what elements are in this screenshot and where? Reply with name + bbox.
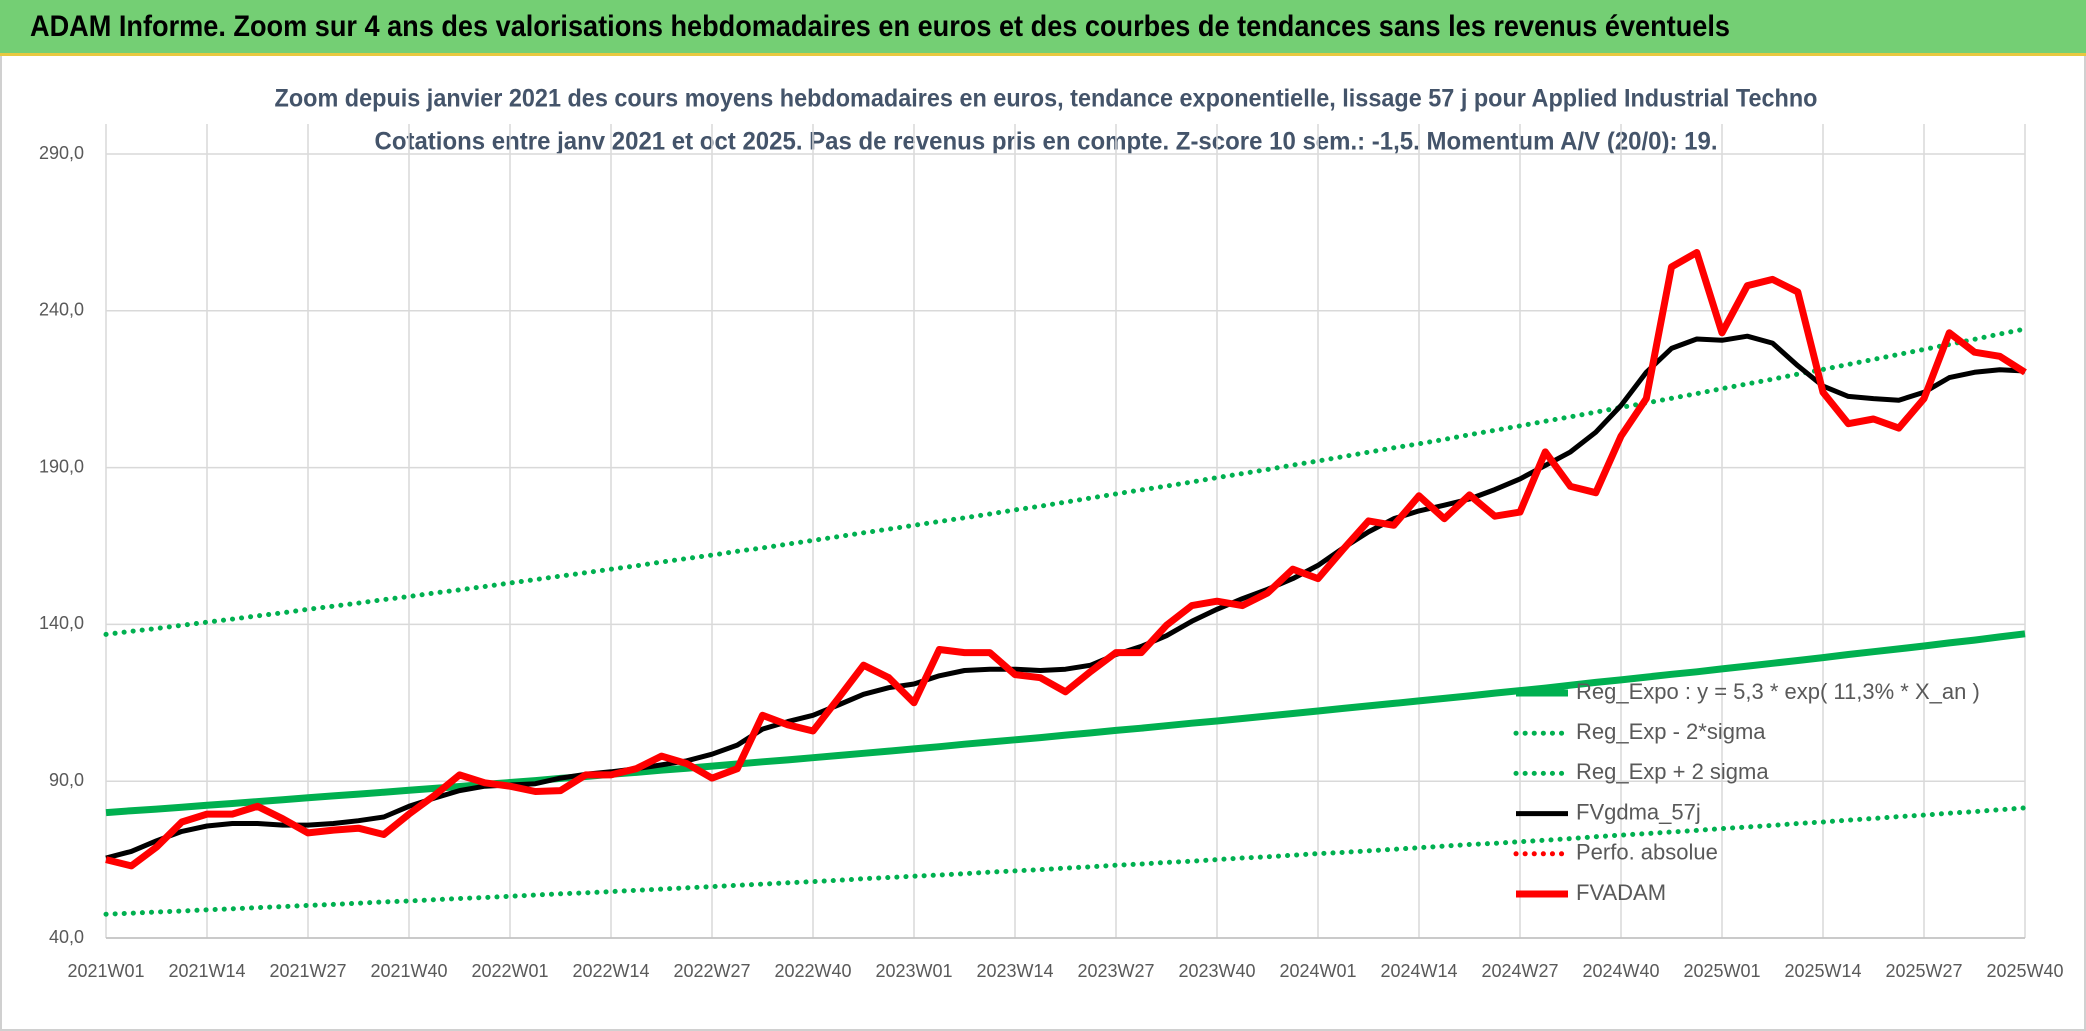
- x-tick-label: 2021W40: [370, 961, 447, 981]
- x-tick-label: 2021W14: [168, 961, 245, 981]
- x-tick-label: 2022W01: [471, 961, 548, 981]
- x-tick-label: 2025W14: [1784, 961, 1861, 981]
- chart-subtitle: Cotations entre janv 2021 et oct 2025. P…: [375, 128, 1718, 156]
- legend-label: Reg_Exp - 2*sigma: [1576, 719, 1766, 744]
- series-line: [103, 326, 2028, 637]
- x-tick-label: 2023W27: [1077, 961, 1154, 981]
- legend: Reg_Expo : y = 5,3 * exp( 11,3% * X_an )…: [1513, 679, 1980, 905]
- legend-label: FVADAM: [1576, 880, 1666, 905]
- legend-label: Reg_Exp + 2 sigma: [1576, 759, 1769, 784]
- legend-label: Perfo. absolue: [1576, 840, 1718, 865]
- x-tick-label: 2021W01: [67, 961, 144, 981]
- header-rule: [0, 53, 2086, 56]
- series-line: [105, 249, 2027, 870]
- plot-area: [103, 249, 2028, 917]
- y-tick-label: 290,0: [39, 143, 84, 163]
- chart-subtitle: Zoom depuis janvier 2021 des cours moyen…: [275, 85, 1818, 113]
- x-tick-label: 2023W14: [976, 961, 1053, 981]
- y-tick-label: 40,0: [49, 927, 84, 947]
- y-tick-label: 190,0: [39, 456, 84, 476]
- y-tick-label: 240,0: [39, 300, 84, 320]
- x-tick-label: 2025W01: [1683, 961, 1760, 981]
- legend-label: FVgdma_57j: [1576, 799, 1701, 824]
- x-tick-label: 2022W40: [774, 961, 851, 981]
- series-line: [103, 805, 2028, 917]
- x-tick-label: 2025W40: [1986, 961, 2063, 981]
- x-tick-label: 2024W27: [1481, 961, 1558, 981]
- y-tick-label: 140,0: [39, 613, 84, 633]
- legend-label: Reg_Expo : y = 5,3 * exp( 11,3% * X_an ): [1576, 679, 1980, 704]
- grid: 40,0 90,0 140,0 190,0 240,0 290,0 2021W01 2021W…: [39, 124, 2064, 981]
- series-line: [105, 630, 2026, 817]
- y-tick-label: 90,0: [49, 770, 84, 790]
- x-tick-label: 2024W01: [1279, 961, 1356, 981]
- header-band: [0, 0, 2086, 53]
- x-tick-label: 2023W40: [1178, 961, 1255, 981]
- x-tick-label: 2024W40: [1582, 961, 1659, 981]
- header-title: ADAM Informe. Zoom sur 4 ans des valoris…: [30, 10, 1730, 43]
- x-tick-label: 2024W14: [1380, 961, 1457, 981]
- x-tick-label: 2021W27: [269, 961, 346, 981]
- x-tick-label: 2022W27: [673, 961, 750, 981]
- x-tick-label: 2022W14: [572, 961, 649, 981]
- x-tick-label: 2025W27: [1885, 961, 1962, 981]
- x-tick-label: 2023W01: [875, 961, 952, 981]
